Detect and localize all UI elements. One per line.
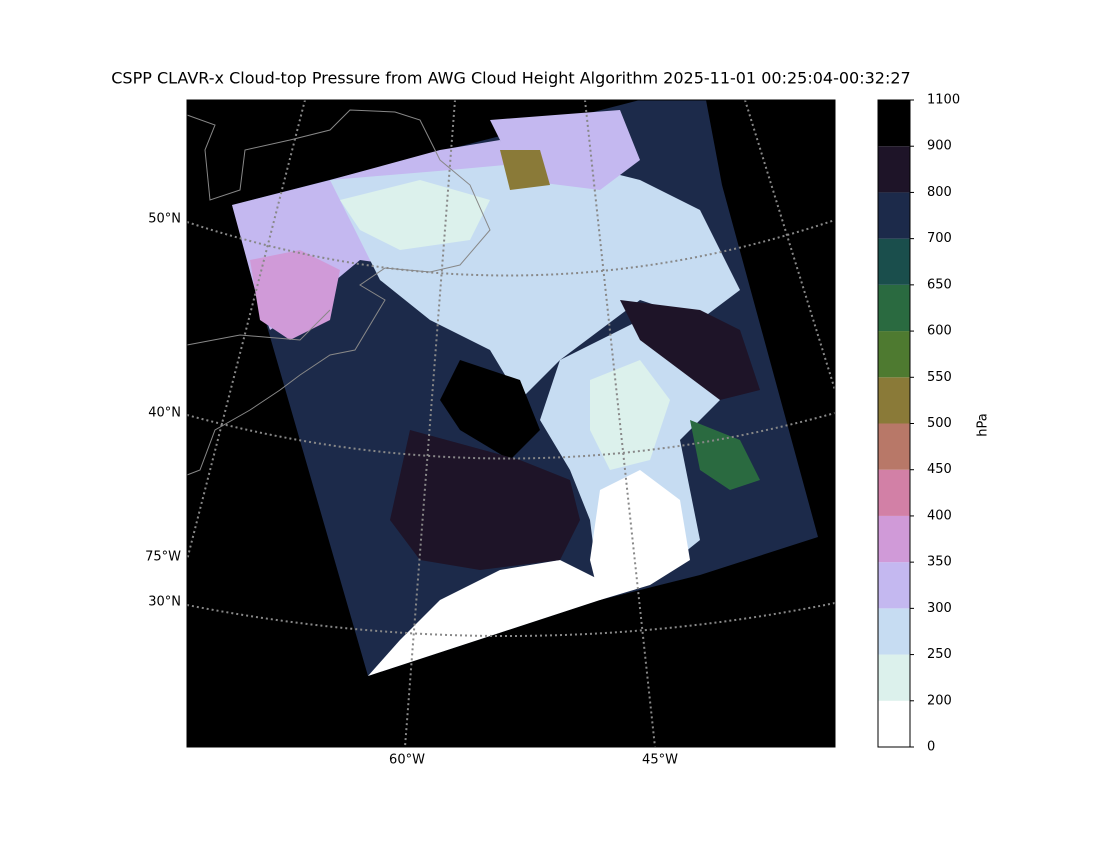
graticule [186, 219, 836, 277]
colorbar-segment [878, 284, 910, 332]
lon-label: 60°W [389, 753, 425, 768]
colorbar-tick-label: 200 [927, 693, 952, 708]
cloud-region [620, 300, 760, 400]
colorbar-segment [878, 562, 910, 609]
map [186, 99, 836, 748]
graticule [584, 99, 656, 748]
colorbar-tick-label: 300 [927, 601, 952, 616]
cloud-region [590, 470, 690, 600]
colorbar-tick-label: 450 [927, 462, 952, 477]
cloud-region [440, 360, 540, 460]
border [186, 309, 331, 346]
lat-label: 50°N [148, 212, 181, 227]
cloud-region [368, 560, 600, 676]
colorbar-tick-label: 250 [927, 647, 952, 662]
colorbar-segment [878, 377, 910, 424]
lon-label: 45°W [642, 753, 678, 768]
colorbar-tick-label: 500 [927, 416, 952, 431]
colorbar-tick-label: 0 [927, 740, 935, 755]
colorbar: 0 200 250 300 350 400 450 500 550 600 650 700 800 900… [877, 93, 960, 755]
colorbar-tick-label: 900 [927, 139, 952, 154]
lon-label: 75°W [145, 550, 181, 565]
colorbar-tick-label: 700 [927, 231, 952, 246]
cloud-region [250, 250, 340, 340]
colorbar-segment [878, 192, 910, 239]
colorbar-segment [878, 100, 910, 147]
colorbar-tick-label: 400 [927, 508, 952, 523]
colorbar-tick-label: 800 [927, 185, 952, 200]
graticule [744, 99, 836, 391]
cloud-region [340, 180, 490, 250]
cloud-region [390, 430, 580, 570]
title: CSPP CLAVR-x Cloud-top Pressure from AWG… [111, 69, 910, 88]
colorbar-tick-label: 350 [927, 555, 952, 570]
colorbar-segment [878, 469, 910, 516]
cloud-region [590, 360, 670, 470]
colorbar-tick-label: 600 [927, 324, 952, 339]
colorbar-segment [878, 331, 910, 378]
lat-label: 40°N [148, 406, 181, 421]
cloud-region [690, 420, 760, 490]
colorbar-tick-label: 1100 [927, 93, 960, 108]
lat-label: 30°N [148, 595, 181, 610]
colorbar-segment [878, 700, 910, 747]
colorbar-label: hPa [976, 413, 991, 436]
graticule [186, 602, 836, 637]
cloud-region [500, 150, 550, 190]
graticule [404, 99, 456, 748]
colorbar-segment [878, 654, 910, 701]
graticule [186, 99, 306, 561]
colorbar-segment [878, 423, 910, 470]
colorbar-segment [878, 146, 910, 193]
colorbar-tick-label: 550 [927, 370, 952, 385]
colorbar-segment [878, 238, 910, 285]
colorbar-segment [878, 515, 910, 563]
colorbar-tick-label: 650 [927, 277, 952, 292]
colorbar-segment [878, 608, 910, 655]
map-frame [186, 99, 836, 748]
coastline [186, 109, 491, 476]
